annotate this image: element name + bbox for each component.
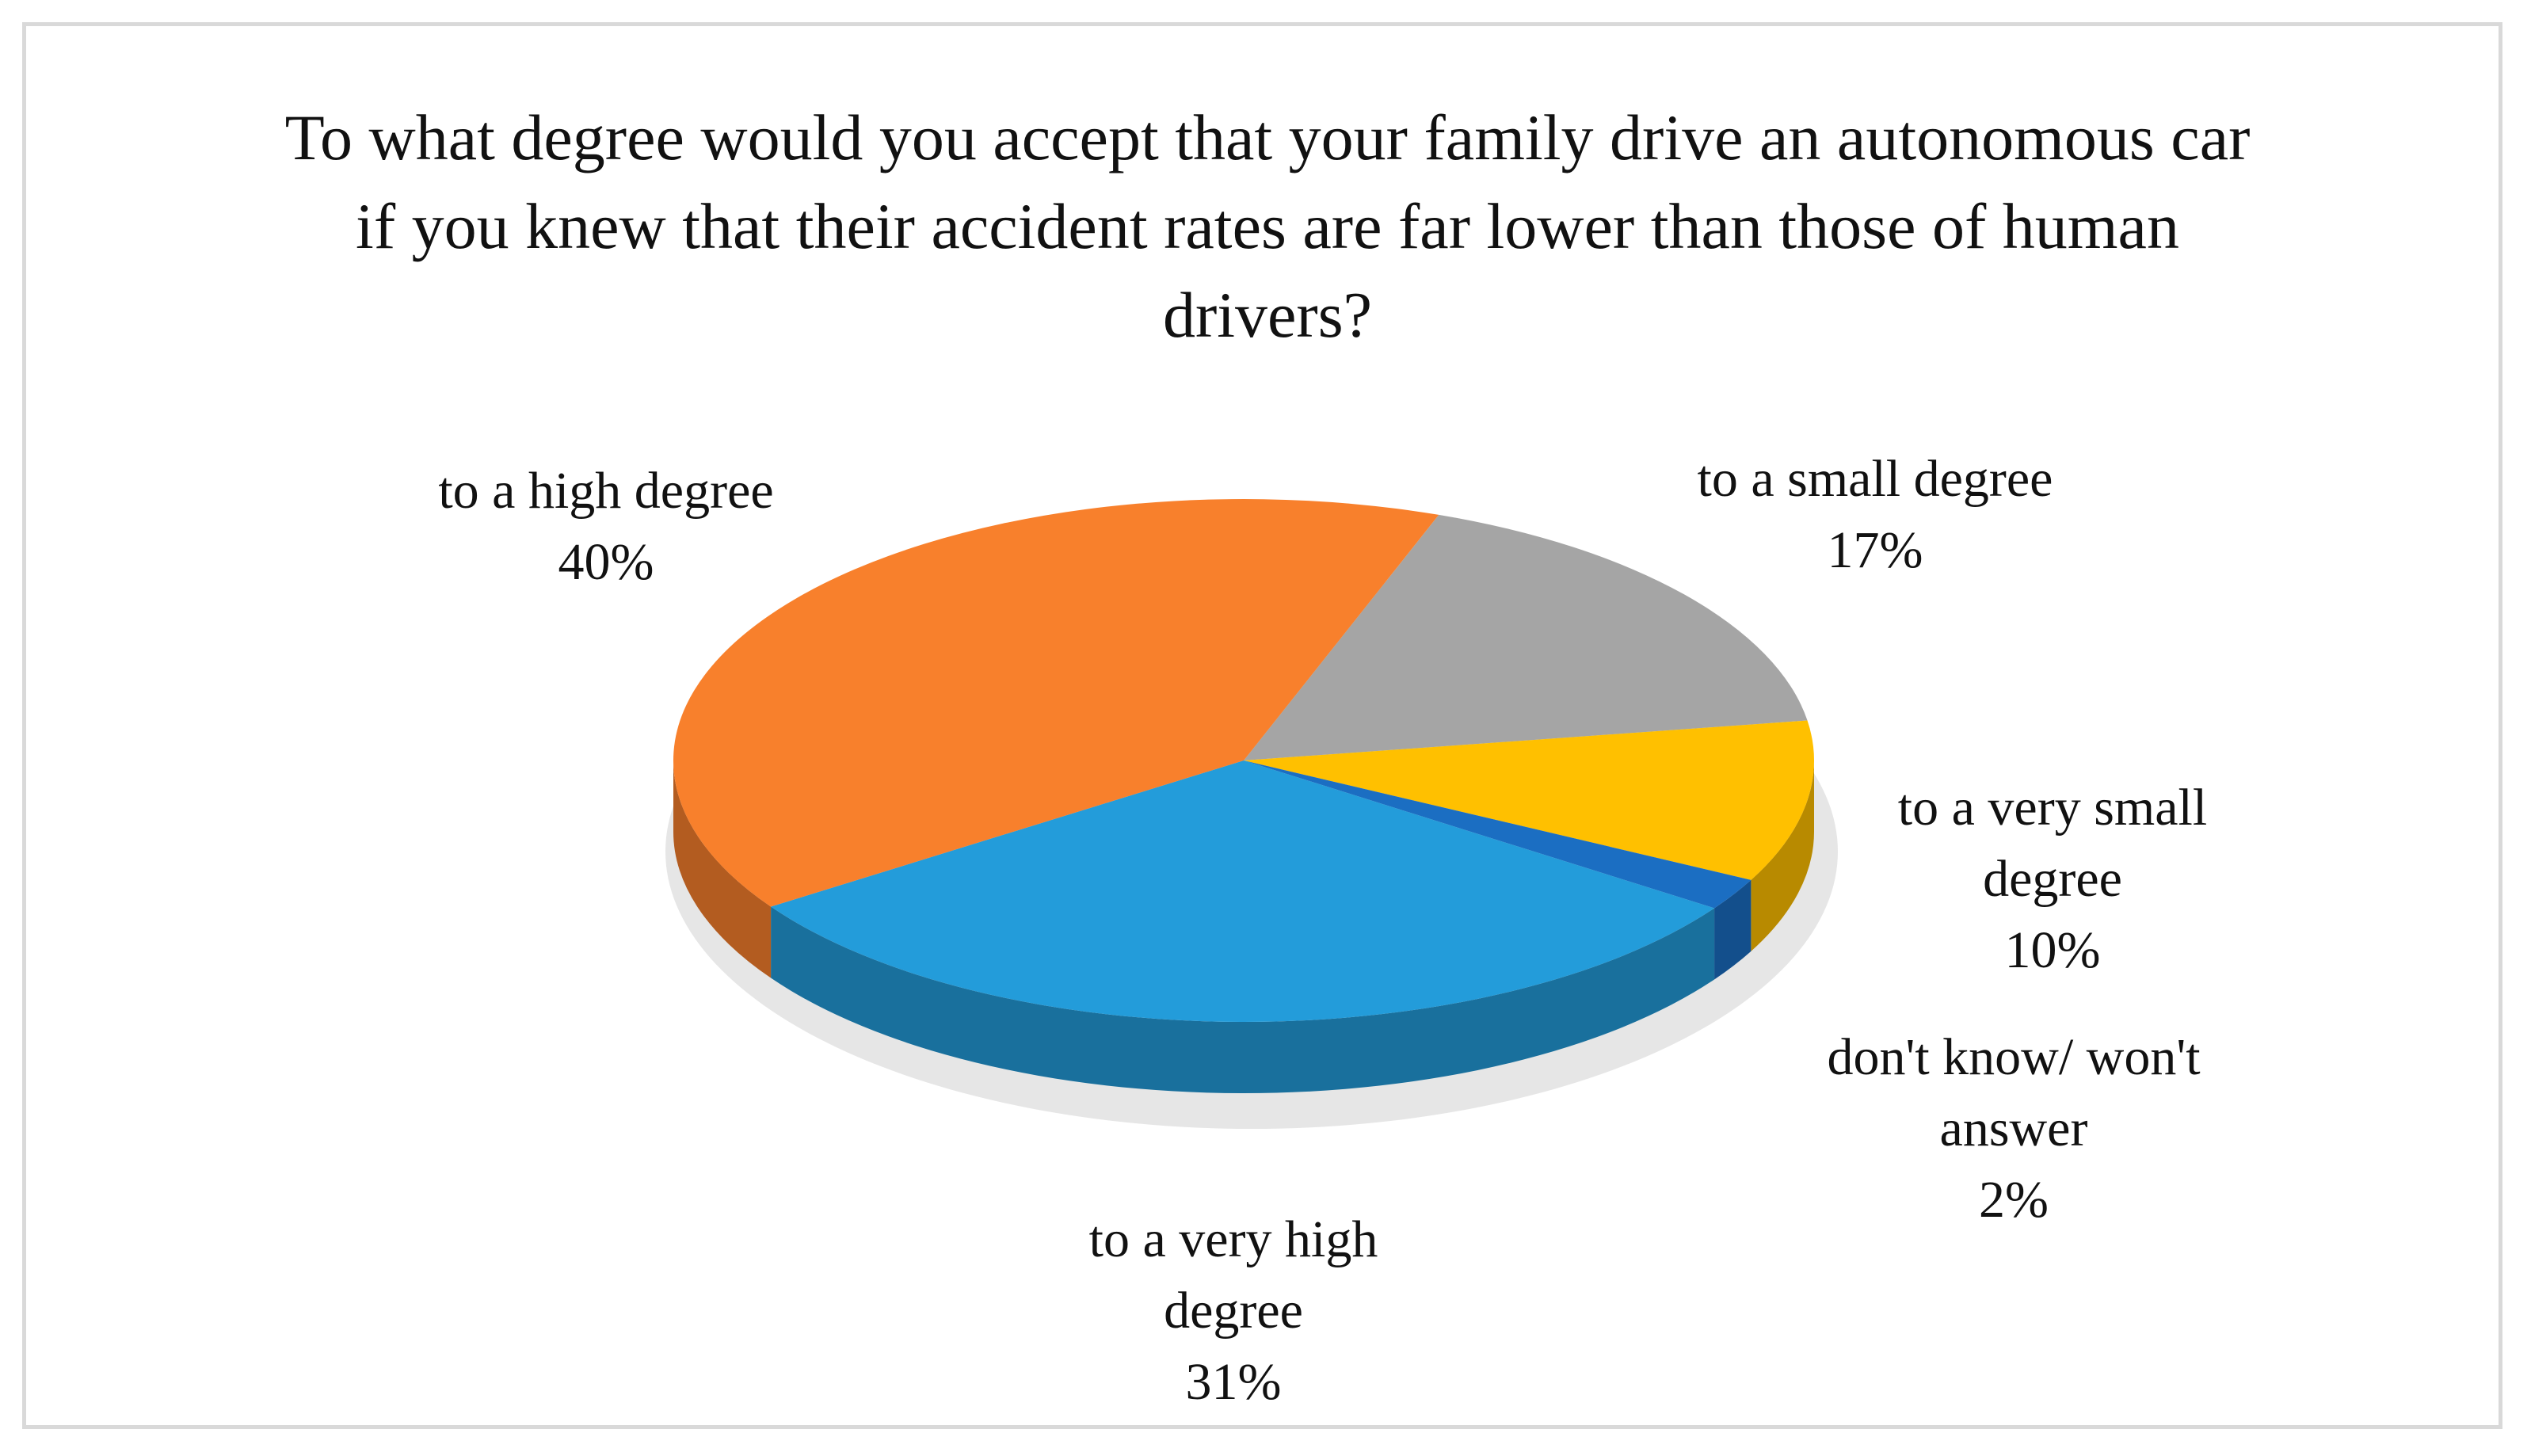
chart-frame (22, 22, 2502, 1429)
value-label: 40% (558, 533, 654, 591)
category-label: don't know/ won't answer (1827, 1028, 2201, 1157)
data-label: to a high degree 40% (289, 455, 923, 598)
value-label: 2% (1979, 1171, 2049, 1229)
category-label: to a small degree (1697, 450, 2053, 508)
data-label: to a small degree 17% (1558, 444, 2192, 586)
category-label: to a high degree (438, 462, 774, 520)
slice (1244, 514, 1808, 760)
slice (673, 498, 1439, 907)
slice-side (771, 906, 1715, 1093)
slice (1244, 720, 1814, 880)
chart-title: To what degree would you accept that you… (284, 101, 2251, 351)
category-label: to a very small degree (1897, 779, 2208, 908)
data-label: don't know/ won't answer 2% (1780, 1022, 2247, 1236)
slice-side (673, 760, 772, 978)
value-label: 10% (2004, 921, 2101, 979)
slice (771, 760, 1715, 1022)
value-label: 31% (1185, 1353, 1282, 1411)
slice-side (1751, 760, 1814, 951)
value-label: 17% (1827, 521, 1923, 579)
category-label: to a very high degree (1088, 1210, 1378, 1340)
data-label: to a very small degree 10% (1831, 772, 2274, 986)
data-label: to a very high degree 31% (1035, 1204, 1431, 1418)
slice-side (1714, 879, 1751, 980)
slice (1244, 760, 1751, 909)
